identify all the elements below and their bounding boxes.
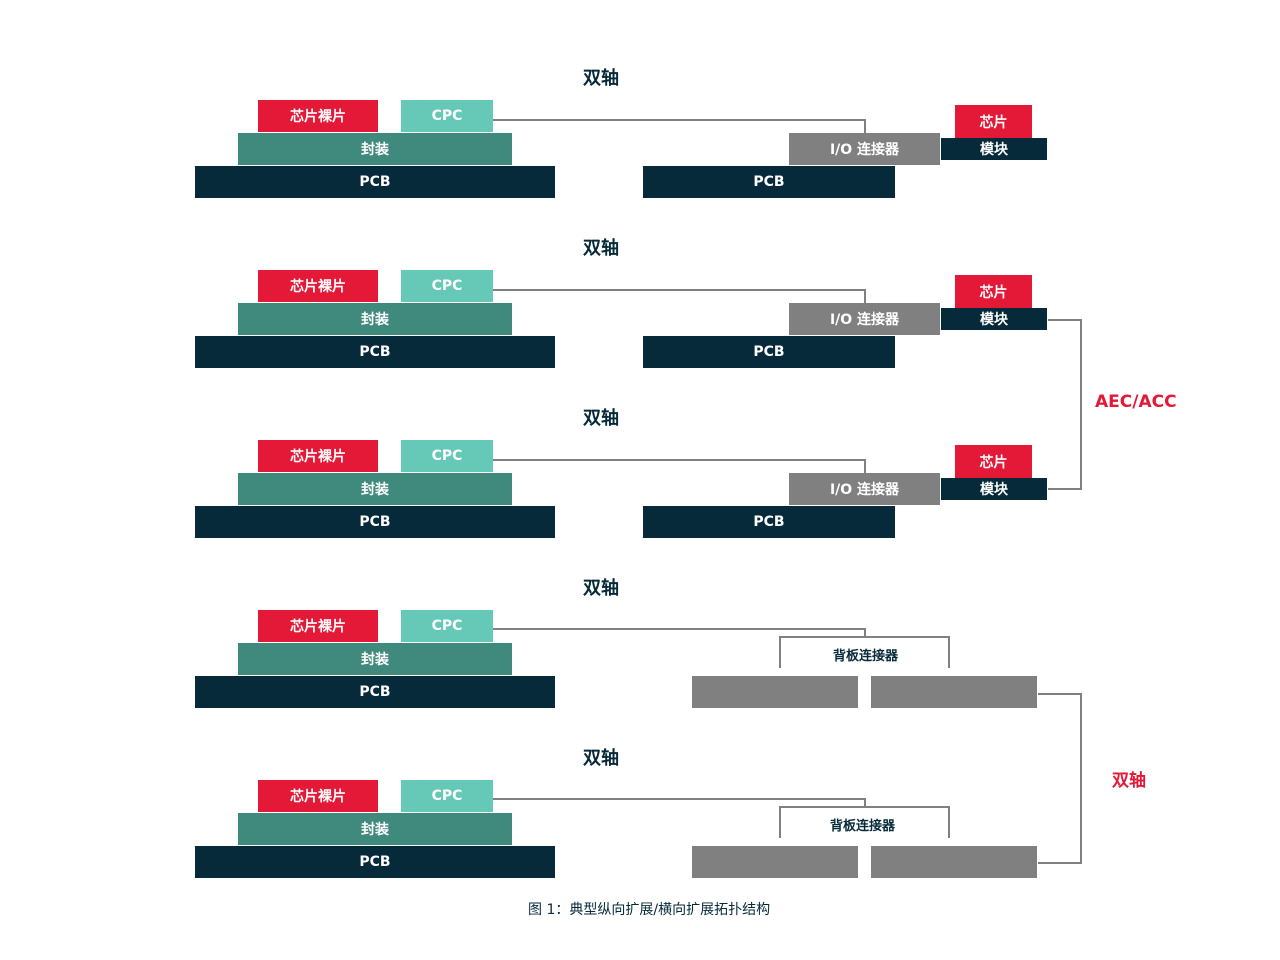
backplane-connector-label: 背板连接器 bbox=[830, 819, 896, 834]
backplane-board-right bbox=[871, 846, 1037, 878]
row-title: 双轴 bbox=[583, 408, 619, 429]
right-pcb-block: PCB bbox=[643, 166, 895, 198]
module-chip-block: 芯片 bbox=[955, 445, 1032, 478]
cpc-to-io-cable bbox=[493, 119, 866, 133]
backplane-board-left bbox=[692, 676, 858, 708]
chip-die-block: 芯片裸片 bbox=[258, 440, 378, 472]
row-title: 双轴 bbox=[583, 578, 619, 599]
module-chip-block: 芯片 bbox=[955, 275, 1032, 308]
row-title: 双轴 bbox=[583, 68, 619, 89]
cpc-to-io-cable bbox=[493, 289, 866, 303]
pcb-block: PCB bbox=[195, 166, 555, 198]
cpc-block: CPC bbox=[401, 270, 493, 302]
module-block: 模块 bbox=[941, 308, 1047, 330]
backplane-board-right bbox=[871, 676, 1037, 708]
io-connector-block: I/O 连接器 bbox=[789, 133, 940, 165]
pcb-block: PCB bbox=[195, 506, 555, 538]
backplane-board-left bbox=[692, 846, 858, 878]
io-connector-block: I/O 连接器 bbox=[789, 473, 940, 505]
module-block: 模块 bbox=[941, 138, 1047, 160]
cpc-block: CPC bbox=[401, 440, 493, 472]
package-block: 封装 bbox=[238, 643, 512, 675]
row-title: 双轴 bbox=[583, 238, 619, 259]
pcb-block: PCB bbox=[195, 676, 555, 708]
package-block: 封装 bbox=[238, 133, 512, 165]
package-block: 封装 bbox=[238, 473, 512, 505]
cpc-to-io-cable bbox=[493, 459, 866, 473]
backplane-connector-label: 背板连接器 bbox=[833, 649, 899, 664]
right-pcb-block: PCB bbox=[643, 506, 895, 538]
cpc-block: CPC bbox=[401, 780, 493, 812]
row-title: 双轴 bbox=[583, 748, 619, 769]
chip-die-block: 芯片裸片 bbox=[258, 270, 378, 302]
cpc-block: CPC bbox=[401, 610, 493, 642]
module-chip-block: 芯片 bbox=[955, 105, 1032, 138]
package-block: 封装 bbox=[238, 303, 512, 335]
figure-caption: 图 1：典型纵向扩展/横向扩展拓扑结构 bbox=[528, 902, 771, 918]
cpc-to-backplane-cable bbox=[493, 798, 866, 807]
cpc-to-backplane-cable bbox=[493, 628, 866, 637]
aec-acc-label: AEC/ACC bbox=[1095, 392, 1177, 412]
module-block: 模块 bbox=[941, 478, 1047, 500]
chip-die-block: 芯片裸片 bbox=[258, 780, 378, 812]
pcb-block: PCB bbox=[195, 846, 555, 878]
chip-die-block: 芯片裸片 bbox=[258, 100, 378, 132]
twinax-bracket bbox=[1038, 693, 1082, 864]
chip-die-block: 芯片裸片 bbox=[258, 610, 378, 642]
io-connector-block: I/O 连接器 bbox=[789, 303, 940, 335]
right-pcb-block: PCB bbox=[643, 336, 895, 368]
cpc-block: CPC bbox=[401, 100, 493, 132]
package-block: 封装 bbox=[238, 813, 512, 845]
twinax-label: 双轴 bbox=[1112, 771, 1146, 791]
pcb-block: PCB bbox=[195, 336, 555, 368]
aec-acc-bracket bbox=[1048, 319, 1082, 490]
